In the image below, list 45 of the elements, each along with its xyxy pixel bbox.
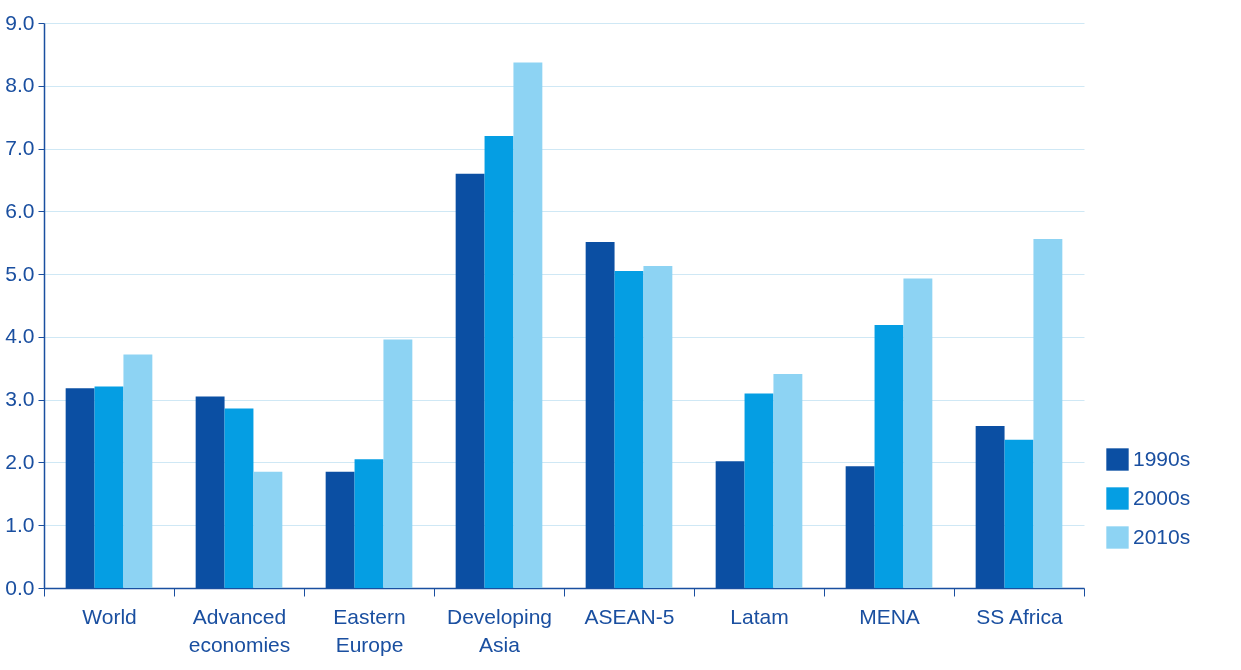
bar — [383, 339, 413, 588]
bar — [975, 426, 1005, 588]
y-tick-label: 5.0 — [5, 261, 35, 285]
y-tick-label: 8.0 — [5, 73, 35, 97]
y-tick-label: 7.0 — [5, 136, 35, 160]
x-tick-label: Eastern Europe — [333, 604, 406, 656]
bar — [715, 461, 745, 588]
x-tick-label: World — [82, 604, 137, 628]
legend-label: 1990s — [1133, 446, 1191, 470]
bar — [773, 373, 803, 588]
bar — [65, 388, 95, 588]
y-tick-label: 4.0 — [5, 324, 35, 348]
bar — [874, 324, 904, 588]
bar — [224, 408, 254, 588]
bar — [1033, 238, 1063, 588]
x-tick-label: Latam — [730, 604, 789, 628]
y-tick-label: 9.0 — [5, 10, 35, 34]
y-tick-label: 6.0 — [5, 198, 35, 222]
x-tick-label: SS Africa — [976, 604, 1063, 628]
bar — [455, 173, 485, 588]
bar — [845, 466, 875, 588]
x-tick-label: MENA — [859, 604, 920, 628]
bar — [1004, 439, 1034, 588]
y-tick-label: 0.0 — [5, 575, 35, 599]
bar — [643, 265, 673, 588]
bar — [903, 278, 933, 588]
bar — [614, 270, 644, 588]
x-tick-label: ASEAN-5 — [584, 604, 675, 628]
bar — [513, 62, 543, 588]
bar — [94, 386, 124, 588]
bar — [354, 459, 384, 588]
x-tick-label: Advanced economies — [188, 604, 291, 656]
bar — [585, 242, 615, 588]
bar — [123, 354, 153, 588]
bar — [325, 471, 355, 588]
legend-label: 2010s — [1133, 524, 1191, 548]
y-tick-label: 3.0 — [5, 387, 35, 411]
legend-label: 2000s — [1133, 485, 1191, 509]
bar — [744, 393, 774, 588]
y-tick-label: 2.0 — [5, 449, 35, 473]
bar — [195, 396, 225, 588]
bar — [253, 471, 283, 588]
y-tick-label: 1.0 — [5, 512, 35, 536]
x-tick-label: Developing Asia — [446, 604, 553, 656]
bar — [484, 136, 514, 588]
